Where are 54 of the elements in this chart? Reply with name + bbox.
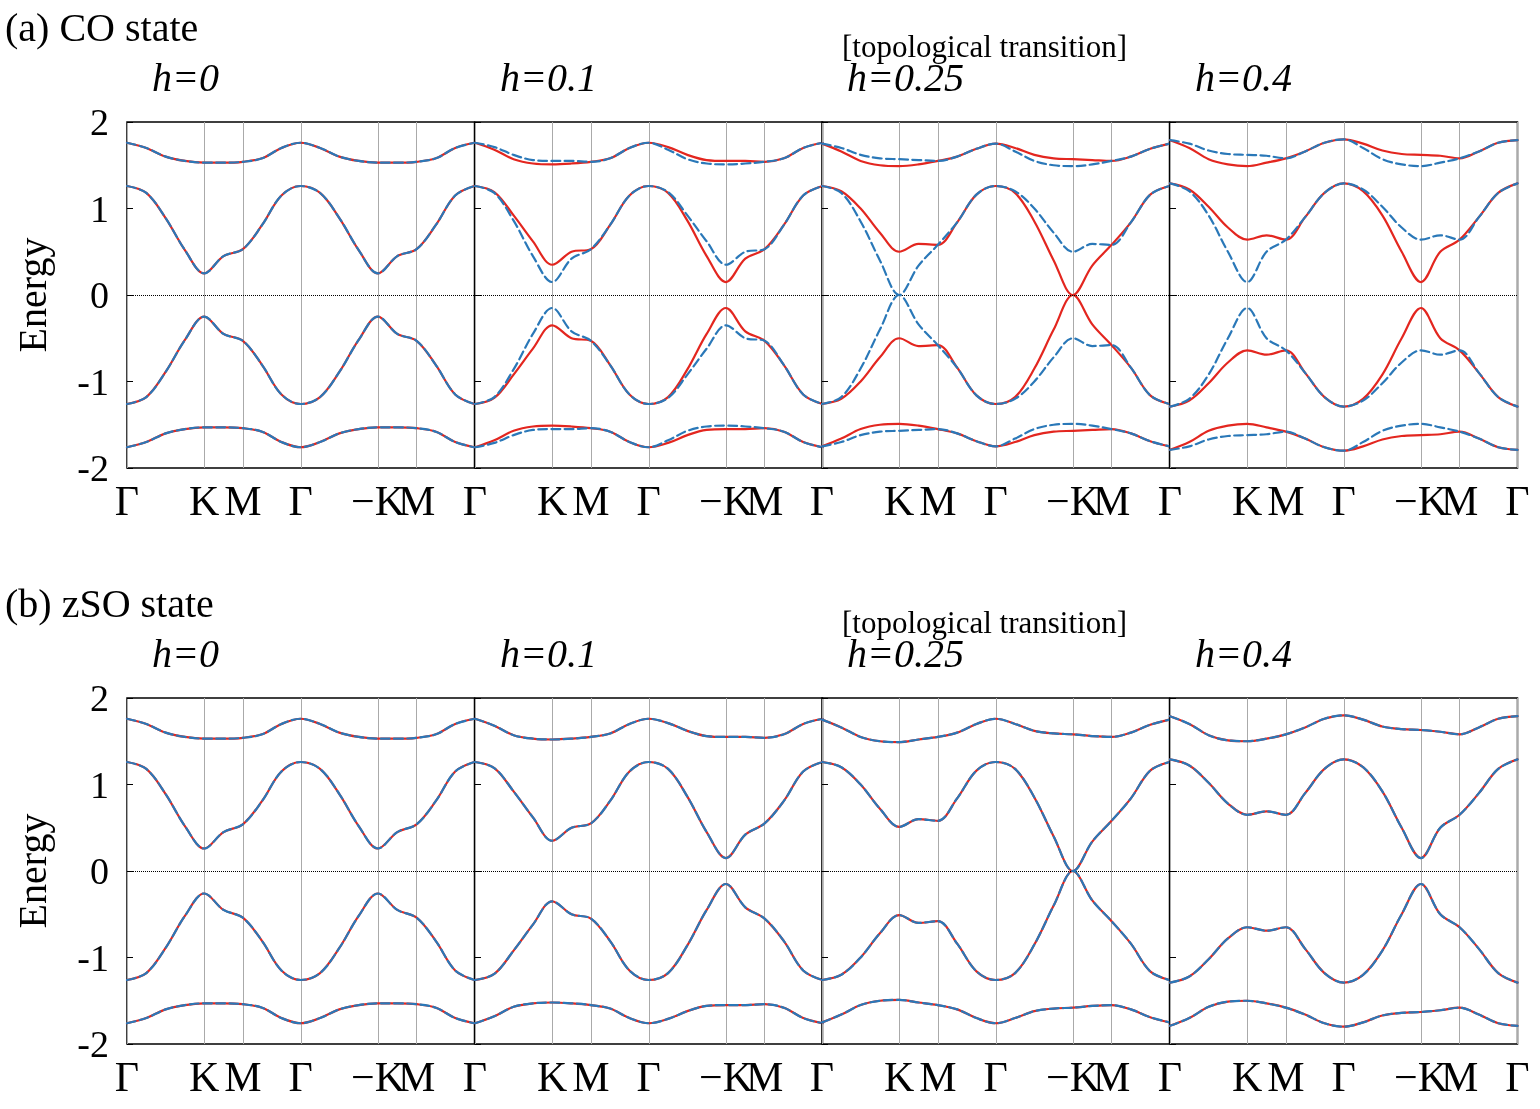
x-tick-label: K (1231, 1054, 1262, 1100)
y-tick-label: 2 (90, 101, 109, 143)
x-tick-label: Γ (1504, 1054, 1530, 1100)
x-tick-label: Γ (983, 1054, 1008, 1100)
y-tick-label: 0 (90, 850, 109, 892)
x-tick-label: Γ (809, 1054, 835, 1100)
x-tick-label: Γ (1331, 478, 1356, 524)
chart-title: h=0.1 (499, 54, 597, 100)
x-tick-label: M (919, 478, 957, 524)
y-tick-label: -2 (77, 1023, 109, 1065)
x-tick-label: Γ (114, 478, 140, 524)
y-tick-label: 1 (90, 187, 109, 230)
x-tick-label: Γ (1157, 1054, 1182, 1100)
x-tick-label: Γ (809, 478, 835, 524)
x-tick-label: Γ (1331, 1054, 1356, 1100)
x-tick-label: M (1266, 1054, 1305, 1100)
y-tick-label: -2 (77, 447, 109, 489)
x-tick-label: K (884, 478, 915, 524)
x-tick-label: K (1231, 478, 1262, 524)
text: (a) CO state (5, 4, 199, 50)
x-tick-label: Γ (636, 478, 661, 524)
text: (b) zSO state (5, 580, 214, 626)
chart-title: h=0.4 (1194, 630, 1292, 676)
x-tick-label: K (189, 478, 220, 524)
y-tick-label: 1 (90, 763, 109, 806)
x-tick-label: Γ (1504, 478, 1530, 524)
x-tick-label: K (189, 1054, 220, 1100)
x-tick-label: Γ (288, 478, 313, 524)
x-tick-label: Γ (288, 1054, 313, 1100)
y-tick-label: 0 (90, 274, 109, 316)
y-axis-title: Energy (9, 237, 55, 353)
x-tick-label: K (536, 1054, 567, 1100)
chart-title: h=0 (152, 54, 219, 100)
x-tick-label: M (571, 1054, 610, 1100)
chart-title: h=0.1 (499, 630, 597, 676)
x-tick-label: M (1266, 478, 1305, 524)
x-tick-label: K (536, 478, 567, 524)
x-tick-label: Γ (983, 478, 1008, 524)
x-tick-label: Γ (114, 1054, 140, 1100)
x-tick-label: Γ (462, 478, 487, 524)
x-tick-label: K (884, 1054, 915, 1100)
x-tick-label: M (224, 478, 262, 524)
x-tick-label: M (571, 478, 610, 524)
y-tick-label: -1 (77, 936, 109, 979)
x-tick-label: M (224, 1054, 262, 1100)
chart-title: h=0 (152, 630, 219, 676)
x-tick-label: Γ (636, 1054, 661, 1100)
y-tick-label: 2 (90, 677, 109, 719)
x-tick-label: M (919, 1054, 957, 1100)
chart-title: h=0.4 (1194, 54, 1292, 100)
y-axis-title: Energy (9, 813, 55, 929)
x-tick-label: Γ (462, 1054, 487, 1100)
y-tick-label: -1 (77, 360, 109, 403)
x-tick-label: Γ (1157, 478, 1182, 524)
